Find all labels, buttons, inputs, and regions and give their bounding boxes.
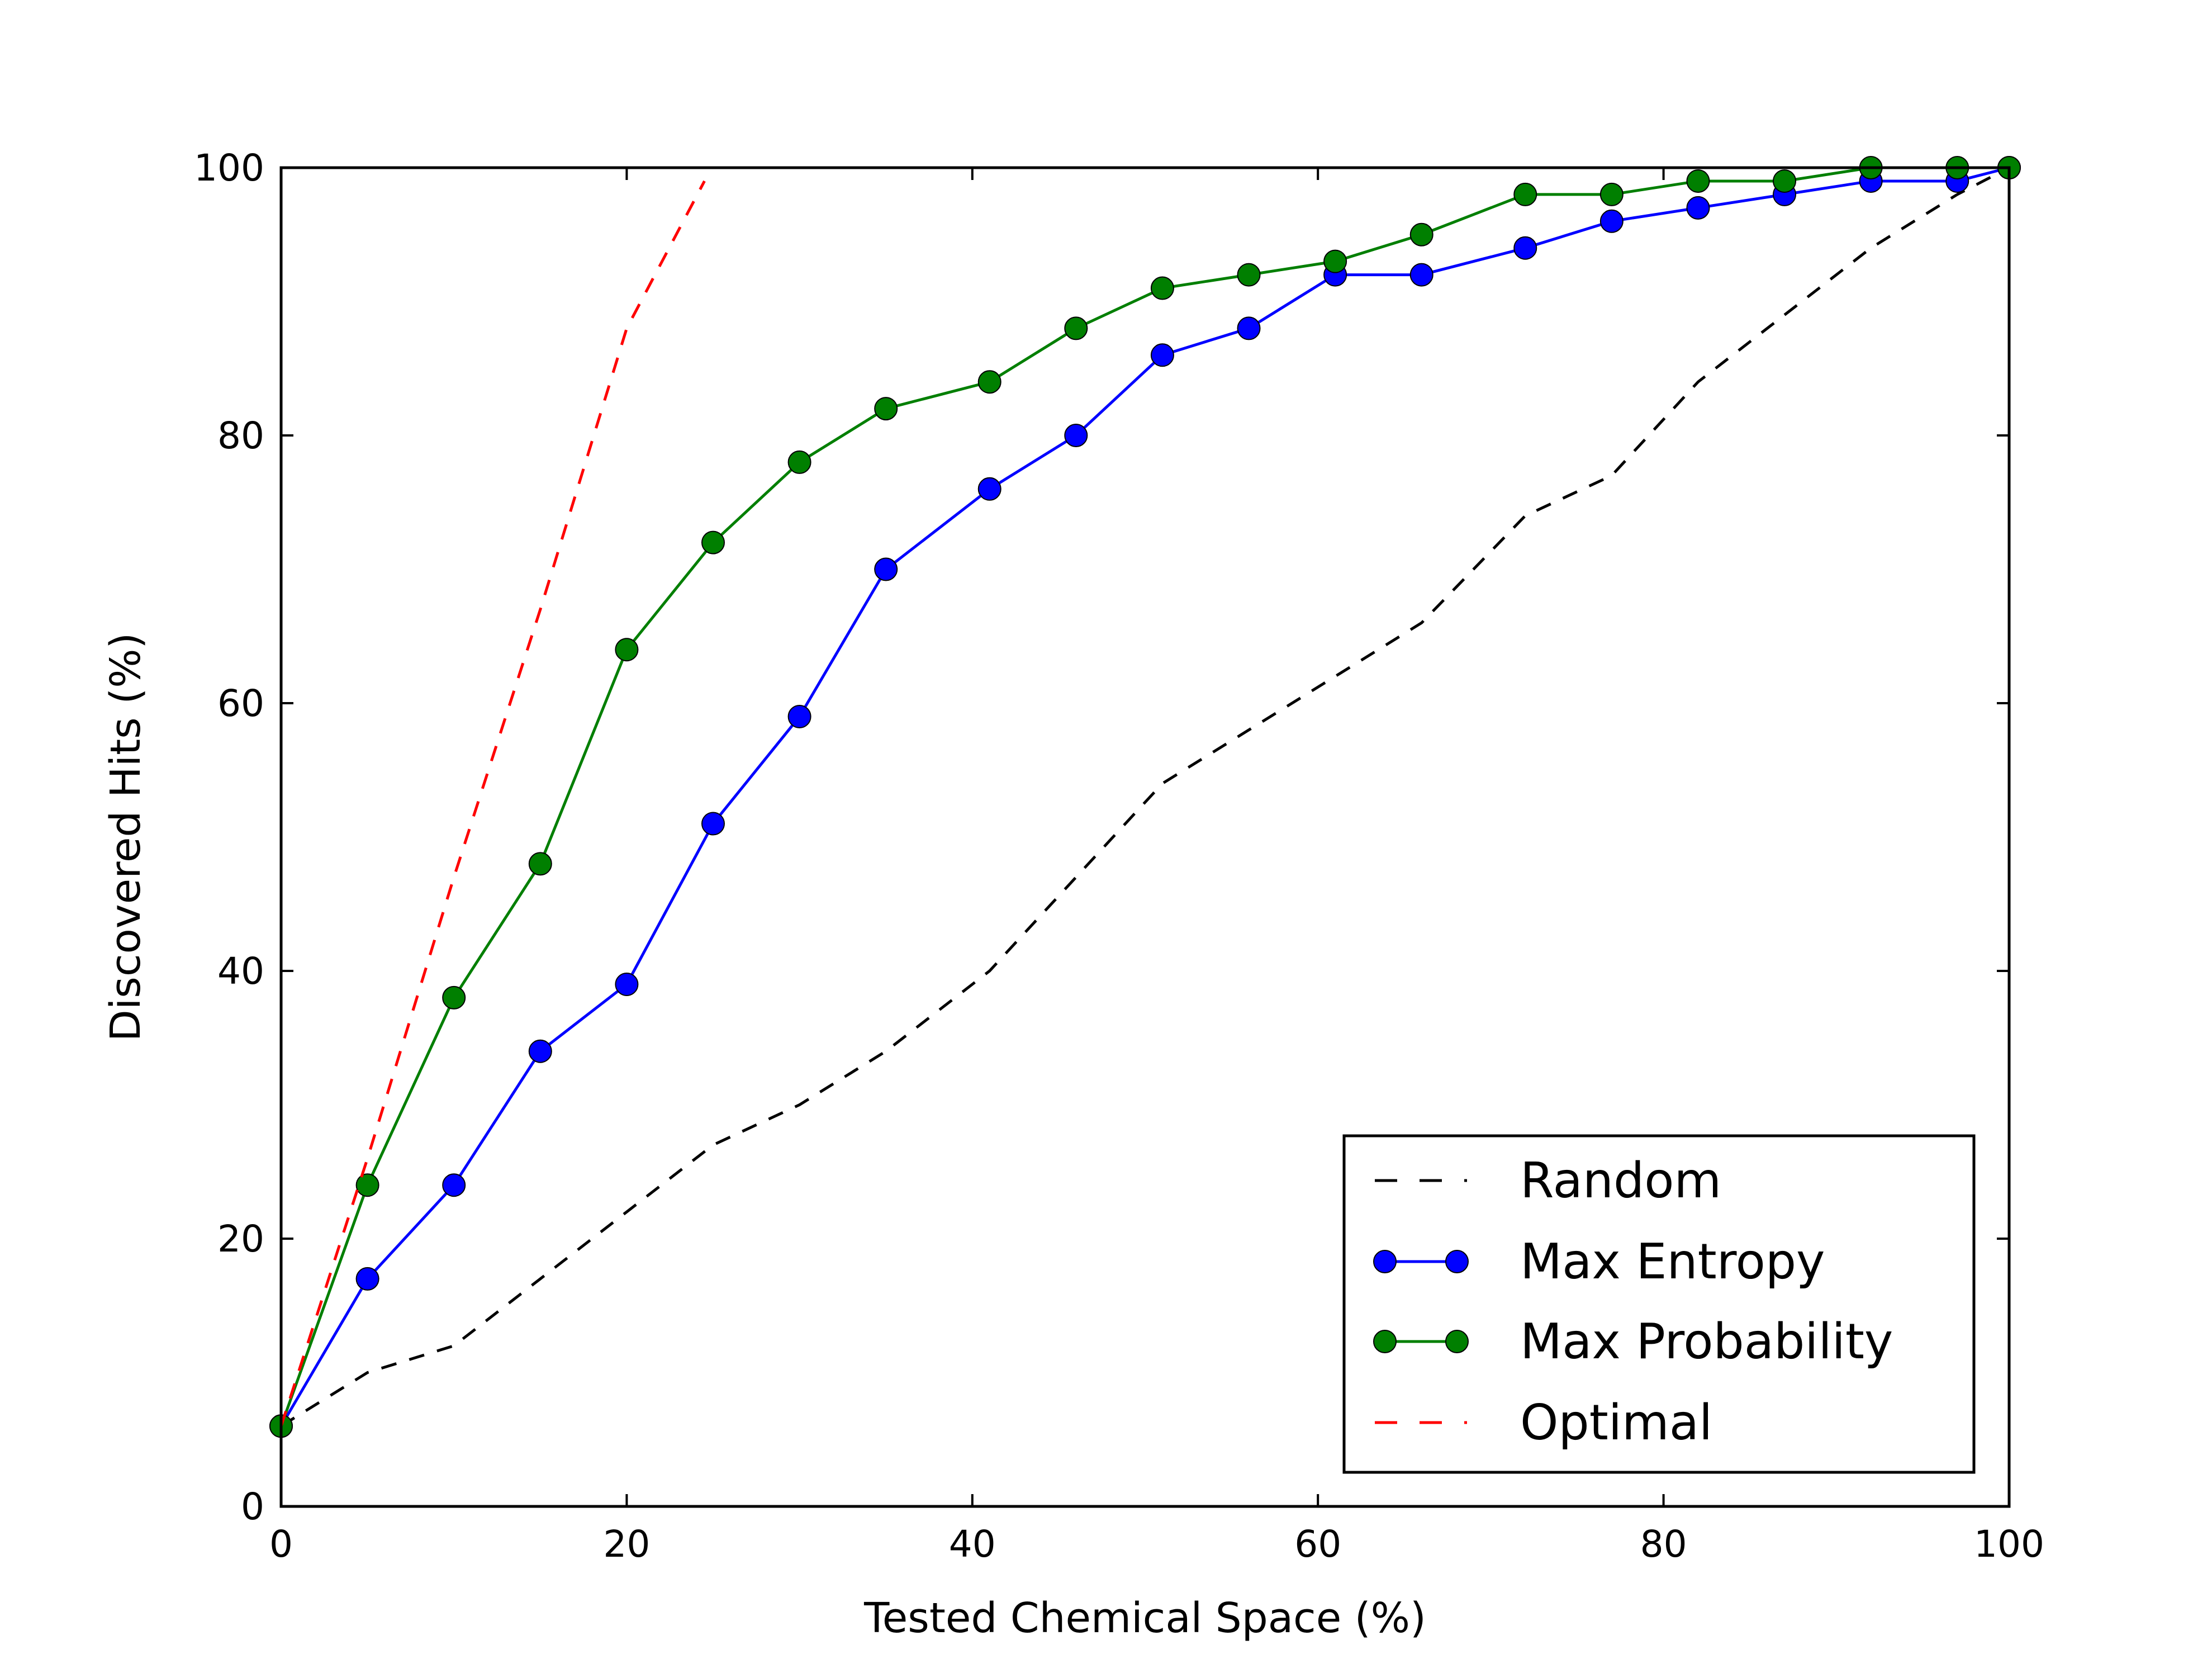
legend-item-optimal: Optimal <box>1375 1394 1712 1451</box>
data-point-max-probability <box>1237 263 1261 287</box>
data-point-max-probability <box>528 852 552 876</box>
y-tick-label: 60 <box>217 682 264 725</box>
data-point-max-entropy <box>1513 236 1537 260</box>
legend-marker <box>1445 1250 1469 1273</box>
data-point-max-probability <box>977 370 1001 394</box>
legend-label: Max Entropy <box>1520 1233 1825 1290</box>
legend-marker <box>1445 1330 1469 1353</box>
data-point-max-probability <box>355 1173 379 1197</box>
x-tick-label: 20 <box>603 1523 650 1566</box>
legend-item-max-entropy: Max Entropy <box>1373 1233 1825 1290</box>
legend-label: Random <box>1520 1152 1721 1209</box>
series-max-probability <box>269 156 2021 1438</box>
y-tick-label: 80 <box>217 414 264 457</box>
y-tick-label: 20 <box>217 1217 264 1260</box>
series-layer <box>269 156 2021 1438</box>
x-tick-label: 60 <box>1294 1523 1341 1566</box>
data-point-max-entropy <box>442 1173 466 1197</box>
legend-items: Random Max Entropy Max Probability Optimal <box>1373 1152 1893 1451</box>
data-point-max-probability <box>1513 182 1537 206</box>
data-point-max-probability <box>874 397 898 421</box>
x-tick-label: 40 <box>949 1523 996 1566</box>
y-tick-label: 40 <box>217 950 264 993</box>
legend: Random Max Entropy Max Probability Optimal <box>1342 1134 1976 1474</box>
x-axis-ticks: 0 20 40 60 80 100 <box>269 168 2044 1566</box>
series-line-optimal <box>279 180 706 1427</box>
series-max-entropy <box>269 156 2021 1438</box>
data-point-max-entropy <box>1237 316 1261 340</box>
data-point-max-entropy <box>1686 196 1710 220</box>
data-point-max-probability <box>1150 276 1174 300</box>
data-point-max-probability <box>442 985 466 1009</box>
data-point-max-probability <box>1064 316 1088 340</box>
legend-item-random: Random <box>1375 1152 1721 1209</box>
data-point-max-entropy <box>355 1267 379 1291</box>
data-point-max-entropy <box>1064 424 1088 447</box>
y-axis-ticks: 0 20 40 60 80 100 <box>194 146 2009 1528</box>
data-point-max-probability <box>615 638 639 662</box>
data-point-max-probability <box>1409 222 1433 247</box>
y-tick-label: 0 <box>241 1485 264 1528</box>
data-point-max-entropy <box>701 812 725 836</box>
legend-label: Optimal <box>1520 1394 1712 1451</box>
data-point-max-probability <box>701 530 725 554</box>
data-point-max-entropy <box>528 1039 552 1063</box>
data-point-max-probability <box>1686 169 1710 193</box>
plot-frame <box>279 166 2011 1508</box>
x-tick-label: 80 <box>1640 1523 1687 1566</box>
data-point-max-entropy <box>874 557 898 581</box>
x-tick-label: 100 <box>1974 1523 2044 1566</box>
data-point-max-entropy <box>787 704 811 728</box>
data-point-max-entropy <box>1150 343 1174 367</box>
legend-marker <box>1373 1330 1397 1353</box>
legend-label: Max Probability <box>1520 1313 1893 1370</box>
x-axis-label: Tested Chemical Space (%) <box>863 1594 1426 1642</box>
data-point-max-entropy <box>1599 209 1624 233</box>
data-point-max-probability <box>1773 169 1797 193</box>
data-point-max-entropy <box>977 477 1001 501</box>
data-point-max-entropy <box>1409 263 1433 287</box>
legend-box <box>1342 1134 1976 1474</box>
data-point-max-entropy <box>615 972 639 996</box>
series-optimal <box>279 180 706 1427</box>
y-axis-label: Discovered Hits (%) <box>102 633 150 1042</box>
y-tick-label: 100 <box>194 146 264 189</box>
legend-item-max-probability: Max Probability <box>1373 1313 1893 1370</box>
data-point-max-probability <box>1599 182 1624 206</box>
x-tick-label: 0 <box>269 1523 293 1566</box>
legend-marker <box>1373 1250 1397 1273</box>
data-point-max-probability <box>1323 249 1347 273</box>
data-point-max-probability <box>787 450 811 474</box>
